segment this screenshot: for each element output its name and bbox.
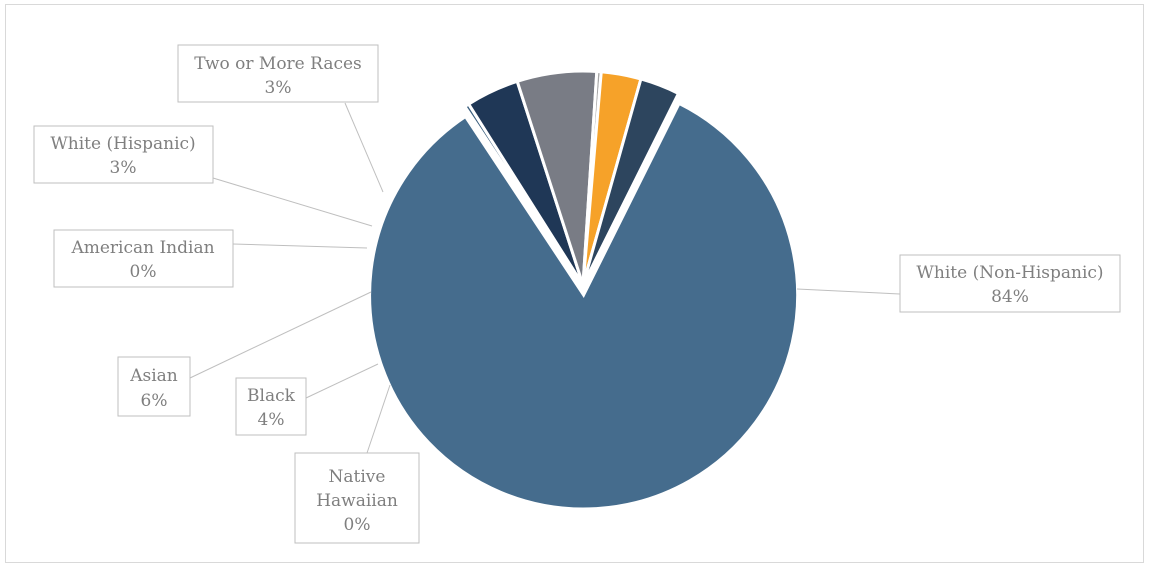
- slice-label-value: 3%: [265, 78, 292, 98]
- slice-label-value: 0%: [130, 262, 157, 282]
- leader-lines: [189, 102, 901, 454]
- pie-slice-white-non-hispanic: [368, 101, 800, 511]
- leader-line-white-hispanic: [212, 177, 373, 227]
- label-box: [53, 229, 234, 288]
- label-box: [33, 125, 214, 184]
- slice-label-name: American Indian: [70, 238, 214, 258]
- slice-label-name-line2: Hawaiian: [316, 491, 398, 511]
- label-box: [177, 44, 379, 103]
- slice-label-name: Two or More Races: [194, 54, 362, 74]
- leader-line-asian: [189, 291, 372, 379]
- data-label-two-or-more: Two or More Races 3%: [177, 44, 379, 103]
- leader-line-black: [305, 363, 379, 399]
- slice-label-name: Native: [329, 467, 386, 487]
- label-box: [899, 254, 1121, 313]
- slice-label-value: 3%: [110, 158, 137, 178]
- slice-label-value: 6%: [141, 391, 168, 411]
- leader-line-american-indian: [232, 243, 368, 249]
- data-label-black: Black 4%: [235, 377, 307, 436]
- leader-line-two-or-more: [344, 102, 384, 193]
- data-label-american-indian: American Indian 0%: [53, 229, 234, 288]
- slice-label-value: 84%: [991, 287, 1029, 307]
- label-box: [117, 356, 191, 417]
- pie-slices: [368, 69, 800, 511]
- data-label-white-hispanic: White (Hispanic) 3%: [33, 125, 214, 184]
- slice-label-name: Asian: [129, 366, 178, 386]
- leader-line-white-non-hispanic: [796, 288, 901, 295]
- data-label-white-non-hispanic: White (Non-Hispanic) 84%: [899, 254, 1121, 313]
- leader-line-native-hawaiian: [366, 384, 391, 454]
- slice-label-name: White (Non-Hispanic): [916, 263, 1103, 283]
- data-label-native-hawaiian: Native Hawaiian 0%: [294, 452, 420, 544]
- label-box: [235, 377, 307, 436]
- label-box: [294, 452, 420, 544]
- pie-slice-two-or-more-races: [581, 77, 681, 286]
- slice-label-name: Black: [247, 386, 296, 406]
- data-label-asian: Asian 6%: [117, 356, 191, 417]
- slice-label-value: 0%: [344, 515, 371, 535]
- slice-label-value: 4%: [258, 410, 285, 430]
- slice-label-name: White (Hispanic): [50, 134, 195, 154]
